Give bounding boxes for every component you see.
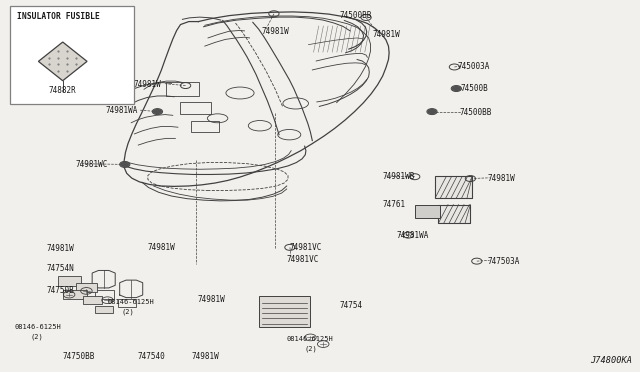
Text: 747540: 747540	[138, 352, 165, 361]
Bar	[95, 290, 114, 299]
Circle shape	[452, 86, 461, 91]
Text: 74981W: 74981W	[261, 27, 289, 36]
Text: 74981WC: 74981WC	[76, 160, 108, 169]
Bar	[435, 176, 472, 198]
Text: 74981WB: 74981WB	[383, 172, 415, 181]
Bar	[95, 306, 113, 313]
Text: 08146-6125H: 08146-6125H	[14, 324, 61, 330]
Text: 08146-6125H: 08146-6125H	[287, 336, 333, 342]
Bar	[76, 283, 97, 292]
Text: 74981W: 74981W	[147, 243, 175, 252]
Text: 74761: 74761	[383, 200, 406, 209]
Text: 74981VC: 74981VC	[287, 255, 319, 264]
Text: 74500BB: 74500BB	[339, 11, 372, 20]
Text: 74500BB: 74500BB	[460, 108, 492, 117]
Bar	[180, 102, 211, 114]
Text: 74981W: 74981W	[488, 174, 515, 183]
Bar	[191, 121, 219, 132]
Text: 74981WA: 74981WA	[105, 106, 138, 115]
Bar	[10, 6, 134, 104]
Text: (2): (2)	[304, 345, 317, 352]
Text: 74882R: 74882R	[49, 86, 77, 95]
Text: 74750B: 74750B	[47, 286, 74, 295]
Text: J74800KA: J74800KA	[590, 356, 632, 365]
Text: (2): (2)	[31, 333, 44, 340]
Text: (2): (2)	[122, 308, 134, 315]
Text: 74754: 74754	[339, 301, 362, 310]
Bar	[63, 290, 87, 299]
Bar	[438, 205, 470, 223]
Text: INSULATOR FUSIBLE: INSULATOR FUSIBLE	[17, 12, 100, 21]
Circle shape	[120, 162, 129, 167]
Bar	[83, 296, 102, 304]
Bar	[259, 296, 310, 327]
Bar	[118, 299, 136, 307]
Text: 74981WA: 74981WA	[397, 231, 429, 240]
Bar	[58, 276, 81, 286]
Text: 74981VC: 74981VC	[289, 243, 322, 252]
Text: 74981W: 74981W	[47, 244, 74, 253]
Circle shape	[428, 109, 436, 114]
Text: 74981W: 74981W	[197, 295, 225, 304]
Text: 74750BB: 74750BB	[63, 352, 95, 361]
Text: 08146-6125H: 08146-6125H	[108, 299, 154, 305]
Text: 745003A: 745003A	[458, 62, 490, 71]
Text: 74500B: 74500B	[461, 84, 488, 93]
Text: 74981W: 74981W	[372, 30, 400, 39]
Text: 74981W: 74981W	[192, 352, 220, 361]
Text: 74981W: 74981W	[134, 80, 161, 89]
Bar	[166, 82, 199, 96]
Bar	[415, 205, 440, 218]
Text: 74754N: 74754N	[47, 264, 74, 273]
Circle shape	[153, 109, 162, 114]
Polygon shape	[38, 42, 87, 81]
Text: 747503A: 747503A	[488, 257, 520, 266]
